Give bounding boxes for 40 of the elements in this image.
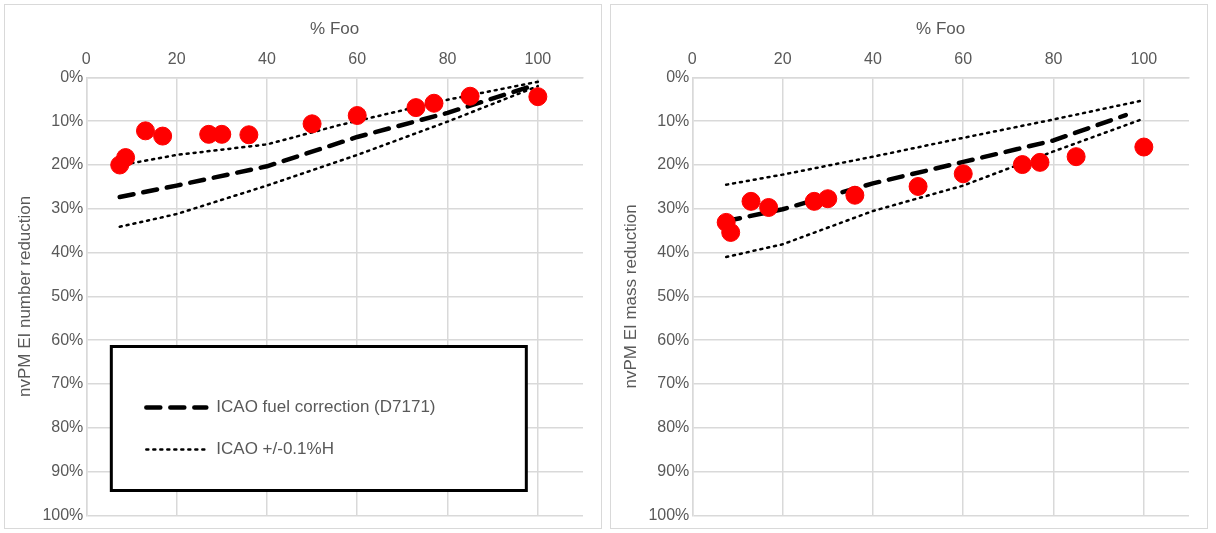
y-tick-label: 50% xyxy=(657,286,690,304)
x-tick-label: 60 xyxy=(954,49,973,67)
y-tick-label: 60% xyxy=(51,330,84,348)
y-tick-label: 10% xyxy=(657,111,690,129)
y-tick-label: 50% xyxy=(51,286,84,304)
y-axis-title: nvPM EI number reduction xyxy=(14,195,34,398)
y-tick-label: 80% xyxy=(51,418,84,436)
y-tick-label: 0% xyxy=(60,67,84,85)
y-tick-label: 30% xyxy=(51,199,84,217)
x-axis-title: % Foo xyxy=(310,18,360,38)
x-tick-label: 100 xyxy=(1130,49,1158,67)
y-tick-label: 20% xyxy=(51,155,84,173)
y-tick-label: 60% xyxy=(657,330,690,348)
x-tick-label: 100 xyxy=(524,49,552,67)
y-tick-label: 70% xyxy=(657,374,690,392)
x-tick-label: 40 xyxy=(258,49,276,67)
y-tick-label: 90% xyxy=(51,462,84,480)
x-tick-label: 0 xyxy=(687,49,697,67)
y-axis-title: nvPM EI mass reduction xyxy=(620,204,640,389)
legend-label: ICAO fuel correction (D7171) xyxy=(216,397,436,417)
x-tick-label: 0 xyxy=(81,49,91,67)
y-tick-label: 90% xyxy=(657,462,690,480)
y-tick-label: 100% xyxy=(42,505,84,523)
y-tick-label: 80% xyxy=(657,418,690,436)
y-tick-label: 0% xyxy=(666,67,690,85)
y-tick-label: 40% xyxy=(657,243,690,261)
x-tick-label: 80 xyxy=(1044,49,1063,67)
y-tick-label: 10% xyxy=(51,111,84,129)
legend-label: ICAO +/-0.1%H xyxy=(216,439,334,459)
x-tick-label: 60 xyxy=(348,49,367,67)
y-tick-label: 40% xyxy=(51,243,84,261)
x-tick-label: 20 xyxy=(167,49,186,67)
y-tick-label: 20% xyxy=(657,155,690,173)
x-axis-title: % Foo xyxy=(916,18,966,38)
x-tick-label: 80 xyxy=(438,49,457,67)
x-tick-label: 20 xyxy=(773,49,792,67)
x-tick-label: 40 xyxy=(864,49,882,67)
y-tick-label: 70% xyxy=(51,374,84,392)
y-tick-label: 100% xyxy=(648,505,690,523)
y-tick-label: 30% xyxy=(657,199,690,217)
